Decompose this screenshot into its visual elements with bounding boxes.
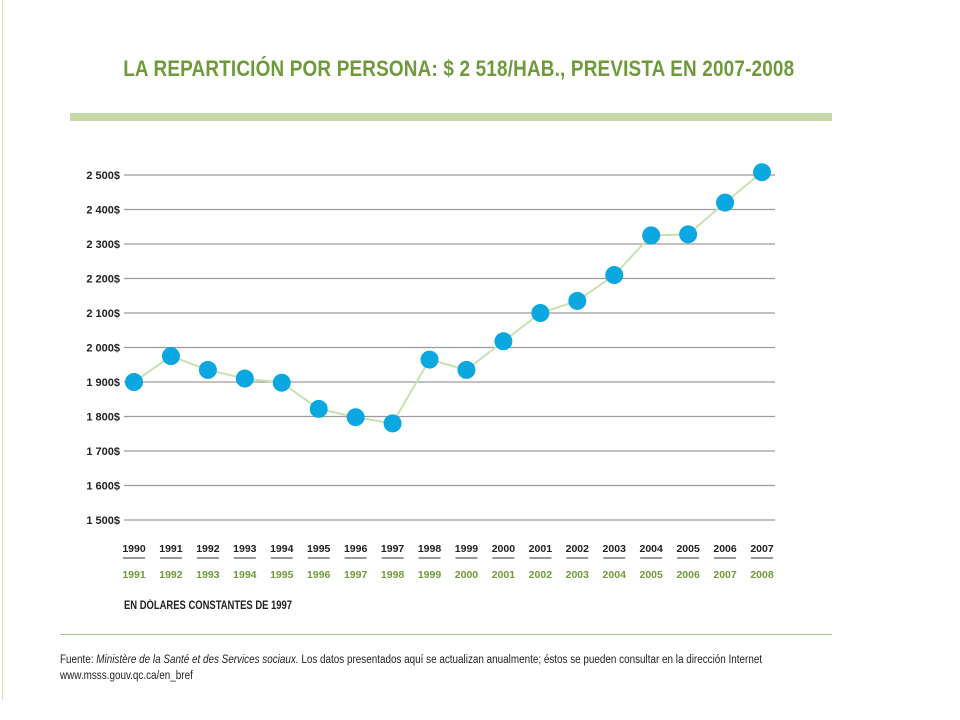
x-tick-label-end-year: 2005: [639, 569, 663, 581]
y-tick-label: 2 400$: [86, 205, 120, 217]
x-tick-label-end-year: 1997: [344, 569, 368, 581]
data-point: [235, 369, 254, 388]
x-tick-label-end-year: 1998: [381, 569, 405, 581]
x-tick-label-start-year: 1995: [307, 543, 331, 555]
data-point: [457, 360, 476, 379]
data-point: [125, 373, 143, 391]
y-tick-label: 1 500$: [86, 515, 120, 527]
y-tick-label: 1 600$: [86, 481, 120, 493]
x-tick-label-start-year: 2007: [750, 543, 774, 555]
unit-note: EN DÓLARES CONSTANTES DE 1997: [124, 600, 293, 612]
x-tick-label-end-year: 2008: [750, 569, 774, 581]
x-tick-label-start-year: 1994: [270, 543, 294, 555]
y-tick-label: 1 700$: [86, 446, 120, 458]
x-tick-label-start-year: 1998: [418, 543, 442, 555]
data-point: [531, 304, 550, 322]
y-tick-label: 2 000$: [86, 343, 120, 355]
x-tick-label-start-year: 1993: [233, 543, 257, 555]
source-citation: Fuente: Ministère de la Santé et des Ser…: [60, 652, 762, 684]
y-tick-label: 2 100$: [86, 308, 120, 320]
data-point: [198, 360, 217, 379]
x-tick-label-start-year: 1999: [455, 543, 479, 555]
x-tick-label-start-year: 1991: [159, 543, 183, 555]
x-tick-label-end-year: 1995: [270, 569, 294, 581]
source-prefix: Fuente:: [60, 654, 97, 666]
x-tick-label-start-year: 1992: [196, 543, 220, 555]
data-point: [383, 414, 402, 433]
x-tick-label-end-year: 1994: [233, 569, 257, 581]
data-point: [494, 332, 513, 351]
x-tick-label-end-year: 2002: [529, 569, 553, 581]
data-point: [753, 163, 771, 182]
y-tick-label: 2 500$: [86, 170, 120, 182]
x-tick-label-start-year: 2004: [639, 543, 663, 555]
data-point: [568, 291, 587, 310]
source-organization: Ministère de la Santé et des Services so…: [96, 654, 299, 666]
x-tick-label-end-year: 2003: [566, 569, 590, 581]
x-tick-label-end-year: 1991: [122, 569, 146, 581]
data-points: [125, 163, 771, 433]
y-tick-label: 2 200$: [86, 274, 120, 286]
x-axis-ticks: 1990 1991 1991 1992 1992 1993 1993 1994 1994 1995…: [122, 543, 774, 581]
x-tick-label-end-year: 2006: [676, 569, 700, 581]
x-tick-label-start-year: 2001: [529, 543, 553, 555]
source-url: www.msss.gouv.qc.ca/en_bref: [60, 670, 193, 682]
x-tick-label-end-year: 2000: [455, 569, 479, 581]
data-point: [679, 225, 698, 244]
gridlines: [124, 174, 775, 521]
y-axis-ticks: 1 500$ 1 600$ 1 700$ 1 800$ 1 900$ 2 000$ 2 10…: [86, 170, 120, 527]
x-tick-label-end-year: 1993: [196, 569, 220, 581]
x-tick-label-start-year: 2002: [566, 543, 590, 555]
left-border-line: [2, 0, 3, 700]
x-tick-label-end-year: 2007: [713, 569, 737, 581]
x-tick-label-start-year: 2005: [676, 543, 700, 555]
x-tick-label-end-year: 2004: [603, 569, 627, 581]
data-point: [161, 347, 180, 366]
x-tick-label-start-year: 2003: [603, 543, 627, 555]
y-tick-label: 2 300$: [86, 239, 120, 251]
x-tick-label-start-year: 1996: [344, 543, 368, 555]
y-tick-label: 1 800$: [86, 412, 120, 424]
source-text: Los datos presentados aquí se actualizan…: [298, 654, 763, 666]
data-point: [272, 373, 291, 392]
footer-divider: [60, 634, 832, 635]
x-tick-label-start-year: 1990: [122, 543, 146, 555]
x-tick-label-start-year: 1997: [381, 543, 405, 555]
title-underline-band: [70, 113, 832, 121]
data-point: [309, 399, 328, 418]
x-tick-label-end-year: 1996: [307, 569, 331, 581]
chart-title: LA REPARTICIÓN POR PERSONA: $ 2 518/HAB.…: [123, 56, 795, 81]
x-tick-label-end-year: 2001: [492, 569, 516, 581]
x-tick-label-start-year: 2006: [713, 543, 737, 555]
data-point: [420, 350, 439, 369]
data-point: [605, 266, 624, 285]
data-point: [716, 193, 735, 212]
data-point: [346, 408, 365, 427]
y-tick-label: 1 900$: [86, 377, 120, 389]
x-tick-label-end-year: 1992: [159, 569, 183, 581]
x-tick-label-start-year: 2000: [492, 543, 516, 555]
x-tick-label-end-year: 1999: [418, 569, 442, 581]
data-point: [642, 226, 661, 245]
